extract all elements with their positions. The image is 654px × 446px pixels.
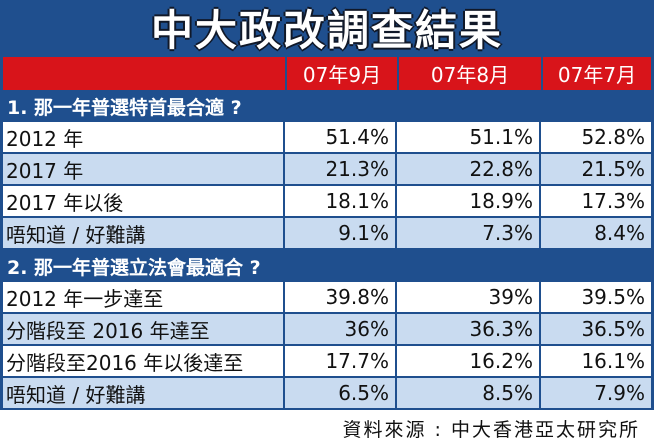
row-label: 分階段至2016 年以後達至 [3, 346, 285, 376]
table-row: 分階段至 2016 年達至 36% 36.3% 36.5% [3, 314, 651, 344]
value-jul: 36.5% [581, 317, 645, 341]
value-sep: 6.5% [285, 378, 397, 408]
page-title: 中大政改調查結果 [150, 6, 503, 55]
row-label: 唔知道 / 好難講 [3, 378, 285, 408]
value-aug: 7.3% [397, 218, 541, 248]
header-col-sep2007: 07年9月 [287, 57, 397, 90]
source-note: 資料來源 : 中大香港亞太研究所 [0, 410, 654, 446]
value-aug: 8.5% [397, 378, 541, 408]
value-sep: 18.1% [285, 186, 397, 216]
table-row: 2012 年一步達至 39.8% 39% 39.5% [3, 282, 651, 312]
value-sep: 21.3% [285, 154, 397, 184]
value-jul: 21.5% [581, 157, 645, 181]
value-sep: 9.1% [285, 218, 397, 248]
value-aug: 39% [397, 282, 541, 312]
table-row: 2017 年 21.3% 22.8% 21.5% [3, 154, 651, 184]
value-jul: 17.3% [581, 189, 645, 213]
table-row: 分階段至2016 年以後達至 17.7% 16.2% 16.1% [3, 346, 651, 376]
value-sep: 39.8% [285, 282, 397, 312]
value-aug: 51.1% [397, 122, 541, 152]
value-sep: 36% [285, 314, 397, 344]
row-label: 分階段至 2016 年達至 [3, 314, 285, 344]
value-jul: 52.8% [581, 125, 645, 149]
value-aug: 36.3% [397, 314, 541, 344]
row-label: 2012 年一步達至 [3, 282, 285, 312]
header-col-jul2007: 07年7月 [543, 57, 651, 90]
header-blank-cell [3, 57, 285, 90]
value-sep: 51.4% [285, 122, 397, 152]
table-row: 2017 年以後 18.1% 18.9% 17.3% [3, 186, 651, 216]
table-row: 2012 年 51.4% 51.1% 52.8% [3, 122, 651, 152]
value-jul: 8.4% [594, 221, 645, 245]
section-heading-legco: 2. 那一年普選立法會最適合 ? [3, 250, 651, 282]
row-label: 2012 年 [3, 122, 285, 152]
table-row: 唔知道 / 好難講 6.5% 8.5% 7.9% [3, 378, 651, 408]
table-row: 唔知道 / 好難講 9.1% 7.3% 8.4% [3, 218, 651, 248]
row-label: 2017 年以後 [3, 186, 285, 216]
row-label: 2017 年 [3, 154, 285, 184]
section-heading-chief-executive: 1. 那一年普選特首最合適 ? [3, 90, 651, 122]
row-label: 唔知道 / 好難講 [3, 218, 285, 248]
value-jul: 7.9% [594, 381, 645, 405]
value-aug: 22.8% [397, 154, 541, 184]
value-aug: 16.2% [397, 346, 541, 376]
value-jul: 16.1% [581, 349, 645, 373]
header-col-aug2007: 07年8月 [399, 57, 541, 90]
value-jul: 39.5% [581, 285, 645, 309]
value-aug: 18.9% [397, 186, 541, 216]
value-sep: 17.7% [285, 346, 397, 376]
